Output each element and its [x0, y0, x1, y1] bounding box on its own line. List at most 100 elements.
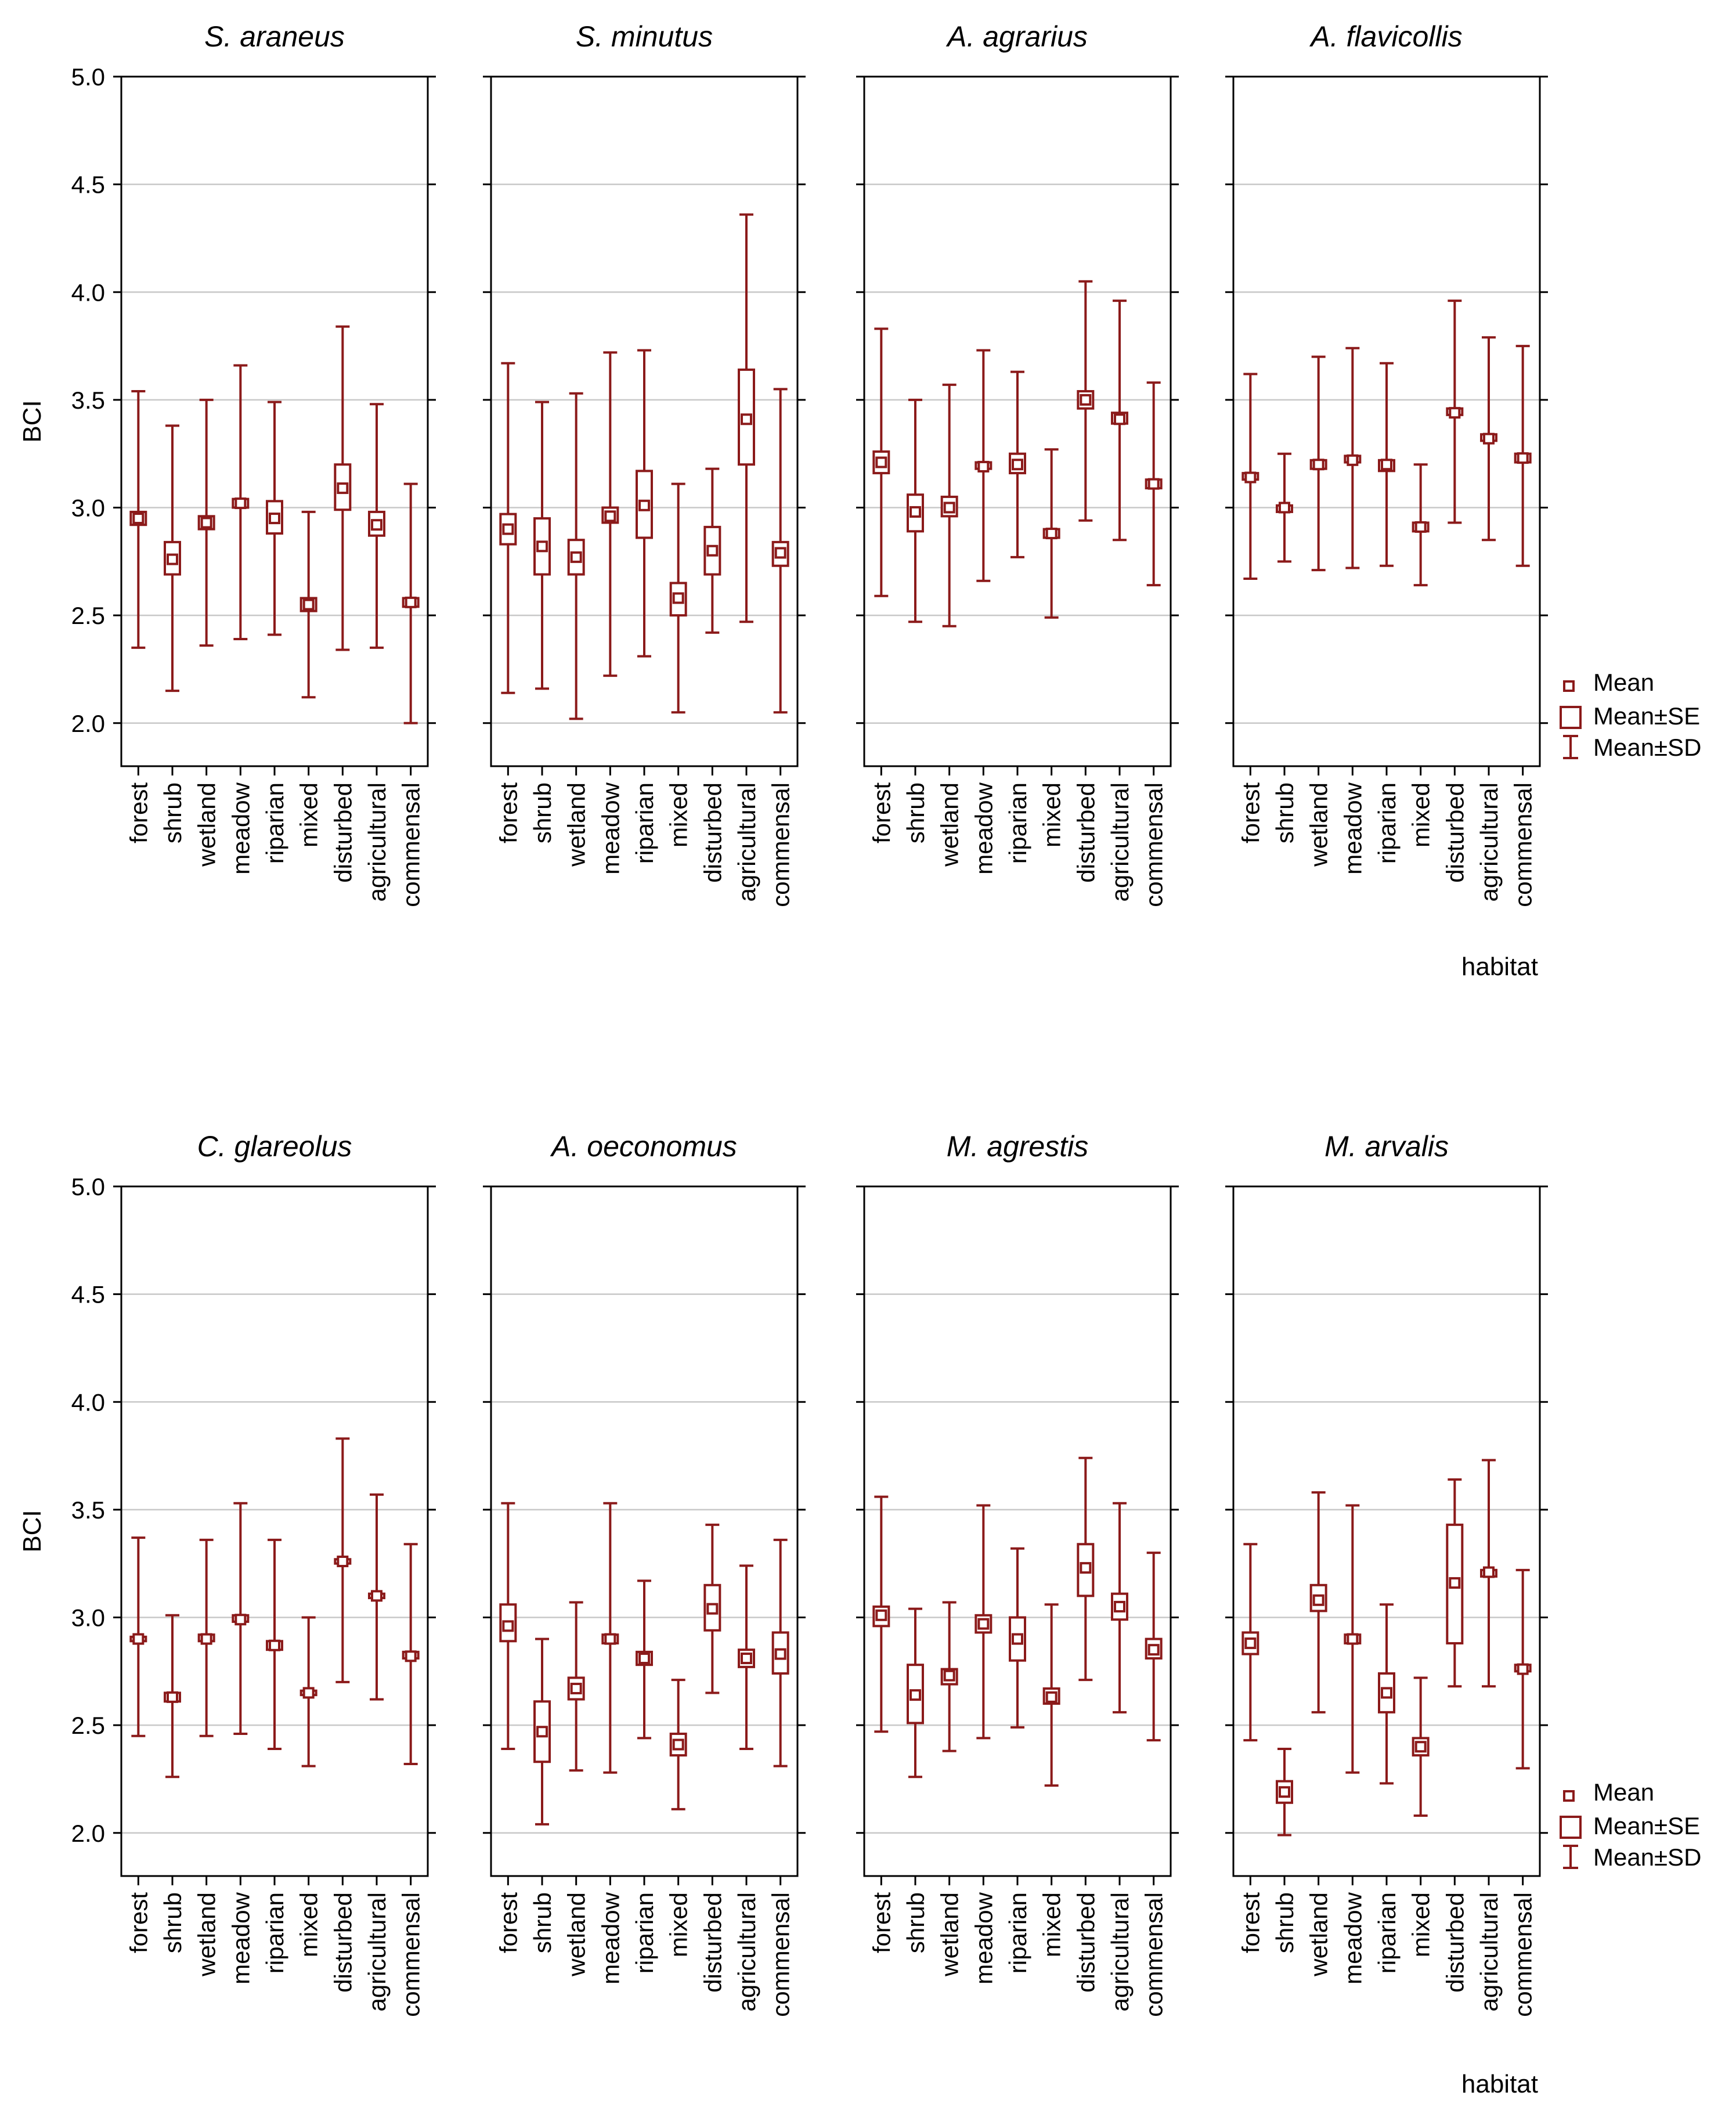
x-tick-label: wetland — [193, 782, 221, 867]
mean-marker — [1045, 528, 1058, 540]
legend-mean-label: Mean — [1593, 669, 1654, 696]
x-tick-label: mixed — [295, 1892, 323, 1957]
mean-marker — [875, 456, 887, 468]
mean-marker — [1147, 1644, 1160, 1656]
y-tick-label: 5.0 — [71, 1173, 105, 1200]
x-tick-label: mixed — [1407, 782, 1435, 847]
x-tick-label: riparian — [261, 782, 288, 864]
mean-marker — [943, 502, 955, 514]
x-tick-label: forest — [495, 1892, 522, 1953]
mean-marker — [269, 513, 280, 525]
x-tick-label: agricultural — [1475, 1892, 1503, 2011]
x-tick-label: agricultural — [1475, 782, 1503, 901]
mean-marker — [371, 1590, 382, 1602]
x-tick-label: wetland — [193, 1892, 221, 1977]
x-tick-label: forest — [868, 782, 895, 843]
y-tick-label: 5.0 — [71, 63, 105, 91]
x-tick-label: disturbed — [1072, 1892, 1099, 1993]
plot-frame — [490, 1185, 799, 1877]
x-tick-label: disturbed — [699, 1892, 726, 1993]
mean-marker — [741, 413, 752, 425]
y-tick-label: 2.5 — [71, 1712, 105, 1739]
x-tick-label: meadow — [1339, 1892, 1366, 1984]
x-tick-label: meadow — [227, 1892, 254, 1984]
mean-marker — [706, 1603, 719, 1615]
mean-marker — [1483, 432, 1495, 445]
x-tick-label: meadow — [227, 782, 254, 874]
x-tick-label: commensal — [398, 1892, 425, 2017]
x-tick-label: riparian — [631, 1892, 658, 1974]
legend-mean-icon — [1563, 1790, 1575, 1802]
y-tick-label: 4.0 — [71, 1388, 105, 1416]
panel-title: S. minutus — [576, 20, 713, 53]
plot-frame — [863, 1185, 1172, 1877]
x-tick-label: disturbed — [1441, 1892, 1468, 1993]
x-tick-label: shrub — [159, 782, 186, 843]
mean-marker — [1279, 1786, 1290, 1798]
x-tick-label: commensal — [767, 782, 795, 907]
mean-marker — [1517, 452, 1529, 464]
mean-marker — [167, 553, 178, 565]
x-tick-label: wetland — [1305, 782, 1333, 867]
mean-marker — [234, 497, 247, 510]
x-tick-label: forest — [125, 1892, 152, 1953]
mean-marker — [405, 1650, 417, 1662]
mean-marker — [741, 1653, 752, 1665]
mean-marker — [943, 1669, 955, 1682]
legend-se-label: Mean±SE — [1593, 1812, 1700, 1839]
mean-marker — [337, 482, 349, 495]
panel-a-agrarius: A. agrarius forest shrub wetland meadow ripar… — [856, 20, 1179, 907]
x-tick-label: riparian — [1004, 782, 1031, 864]
x-tick-label: commensal — [1141, 782, 1168, 907]
mean-marker — [234, 1614, 247, 1626]
mean-marker — [604, 510, 616, 522]
x-tick-label: agricultural — [1106, 782, 1134, 901]
legend-sd-label: Mean±SD — [1593, 734, 1701, 761]
mean-marker — [1147, 478, 1160, 490]
x-axis-label: habitat — [1461, 2070, 1538, 2098]
x-tick-label: forest — [495, 782, 522, 843]
x-tick-label: commensal — [767, 1892, 795, 2017]
x-tick-label: forest — [1237, 782, 1264, 843]
mean-marker — [200, 517, 212, 529]
panel-title: C. glareolus — [197, 1130, 352, 1163]
x-tick-label: mixed — [295, 782, 323, 847]
mean-marker — [132, 513, 145, 525]
mean-marker — [1312, 1594, 1324, 1606]
panel-s-araneus: S. araneus 5.0 4.5 4.0 3.5 3.0 2.5 2.0 BCI forest… — [18, 20, 436, 907]
mean-marker — [1347, 1633, 1359, 1645]
x-tick-label: commensal — [398, 782, 425, 907]
mean-marker — [706, 544, 719, 557]
x-tick-label: agricultural — [733, 1892, 760, 2011]
mean-marker — [302, 1687, 315, 1699]
x-tick-label: meadow — [1339, 782, 1366, 874]
mean-marker — [1312, 459, 1324, 471]
mean-marker — [1517, 1663, 1529, 1675]
x-tick-label: wetland — [936, 1892, 963, 1977]
plot-frame — [120, 1185, 429, 1877]
mean-marker — [302, 598, 315, 611]
mean-marker — [1244, 1637, 1257, 1650]
x-tick-label: disturbed — [329, 782, 356, 883]
x-tick-label: agricultural — [363, 1892, 391, 2011]
mean-marker — [1347, 454, 1359, 466]
mean-marker — [536, 540, 548, 553]
y-tick-label: 2.0 — [71, 710, 105, 737]
x-tick-label: disturbed — [1072, 782, 1099, 883]
x-tick-label: wetland — [1305, 1892, 1333, 1977]
x-tick-label: disturbed — [1441, 782, 1468, 883]
x-tick-label: meadow — [597, 782, 624, 874]
mean-marker — [1080, 1562, 1092, 1574]
mean-marker — [1045, 1691, 1058, 1703]
x-tick-label: riparian — [1004, 1892, 1031, 1974]
x-tick-label: commensal — [1510, 1892, 1537, 2017]
mean-marker — [977, 1618, 990, 1630]
panel-s-minutus: S. minutus forest shrub wetland meadow ripari… — [483, 20, 806, 907]
legend: Mean Mean±SE Mean±SD — [1560, 669, 1701, 761]
panel-m-arvalis: M. arvalis forest shrub wetland meadow ripari… — [1225, 1130, 1548, 2017]
x-tick-label: mixed — [1038, 1892, 1066, 1957]
mean-marker — [337, 1555, 349, 1567]
mean-marker — [1381, 459, 1392, 471]
mean-marker — [1012, 459, 1023, 471]
